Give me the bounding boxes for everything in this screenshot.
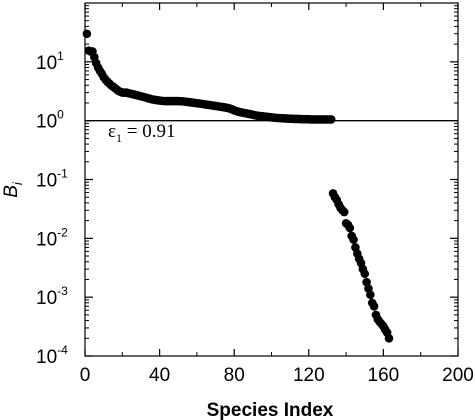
- data-point: [384, 333, 394, 343]
- epsilon-symbol: ε: [108, 121, 116, 142]
- x-tick-label: 200: [442, 365, 474, 386]
- epsilon-subscript: 1: [116, 131, 122, 145]
- x-tick-label: 40: [149, 365, 170, 386]
- data-point: [369, 301, 379, 311]
- data-point: [82, 29, 92, 39]
- x-tick-label: 160: [368, 365, 400, 386]
- data-point: [326, 115, 336, 124]
- epsilon-value: = 0.91: [122, 121, 175, 142]
- x-tick-label: 120: [293, 365, 325, 386]
- y-tick-label: 100: [36, 108, 64, 133]
- y-tick-label: 10-4: [36, 343, 68, 368]
- y-axis-title-main: B: [1, 185, 22, 198]
- x-axis-title: Species Index: [207, 400, 334, 420]
- y-tick-label: 10-2: [36, 225, 68, 250]
- x-axis-ticks: 0 40 80 120 160 200: [80, 3, 474, 386]
- y-tick-label: 101: [36, 49, 64, 74]
- x-tick-label: 80: [224, 365, 245, 386]
- y-tick-label: 10-3: [36, 284, 68, 309]
- data-point: [339, 207, 349, 217]
- data-point: [349, 235, 358, 244]
- epsilon-annotation: ε1 = 0.91: [108, 121, 175, 145]
- data-point: [360, 269, 370, 279]
- data-points: [82, 29, 394, 343]
- x-tick-label: 0: [80, 365, 91, 386]
- y-axis-ticks: 10-4 10-3 10-2 10-1 100 101: [36, 5, 458, 368]
- data-point: [366, 290, 375, 300]
- y-axis-title-subscript: i: [10, 181, 25, 185]
- svg-text:Bi: Bi: [1, 181, 25, 198]
- y-axis-title: Bi: [1, 181, 25, 198]
- data-point: [345, 223, 355, 233]
- plot-area-frame: [84, 2, 459, 357]
- y-tick-label: 10-1: [36, 167, 68, 192]
